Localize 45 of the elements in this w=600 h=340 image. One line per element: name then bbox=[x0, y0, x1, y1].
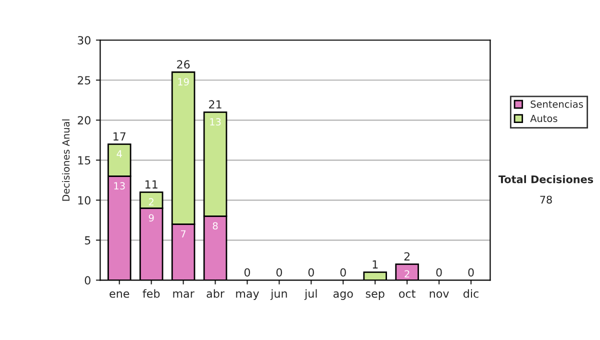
data-label: 8 bbox=[212, 222, 218, 230]
x-tick-label: dic bbox=[464, 289, 478, 298]
total-label: 0 bbox=[244, 268, 250, 277]
y-axis-title: Decisiones Anual bbox=[62, 119, 70, 201]
x-tick-label: may bbox=[236, 291, 260, 300]
total-label: 0 bbox=[308, 268, 314, 277]
y-tick-label: 15 bbox=[78, 156, 90, 165]
total-label: 0 bbox=[436, 268, 442, 277]
total-label: 17 bbox=[114, 132, 126, 140]
x-tick-label: jun bbox=[270, 289, 287, 300]
x-tick-label: feb bbox=[142, 289, 160, 298]
data-label: 2 bbox=[404, 270, 410, 278]
data-label: 7 bbox=[181, 230, 186, 238]
legend-label: Sentencias bbox=[530, 100, 583, 108]
x-tick-label: ago bbox=[333, 291, 353, 300]
total-label: 26 bbox=[177, 60, 190, 69]
y-tick-label: 20 bbox=[78, 116, 90, 125]
y-tick-label: 25 bbox=[78, 76, 90, 85]
y-tick-label: 30 bbox=[78, 36, 90, 44]
total-label: 1 bbox=[372, 260, 378, 268]
x-tick-label: abr bbox=[206, 289, 224, 298]
x-tick-label: oct bbox=[399, 290, 416, 298]
legend-label: Autos bbox=[530, 114, 558, 122]
data-label: 13 bbox=[114, 182, 125, 190]
total-label: 0 bbox=[468, 268, 474, 277]
x-tick-label: jul bbox=[304, 289, 317, 300]
total-label: 2 bbox=[404, 252, 410, 260]
text: Total Decisiones bbox=[498, 175, 594, 184]
total-label: 0 bbox=[276, 268, 282, 277]
data-label: 13 bbox=[210, 118, 221, 126]
x-tick-label: nov bbox=[430, 291, 449, 298]
data-label: 2 bbox=[148, 198, 154, 206]
total-label: 0 bbox=[340, 268, 346, 277]
text: 78 bbox=[540, 196, 552, 204]
y-tick-label: 5 bbox=[84, 236, 90, 245]
data-label: 9 bbox=[148, 214, 154, 222]
x-tick-label: sep bbox=[366, 291, 384, 300]
total-label: 21 bbox=[209, 100, 222, 108]
total-label: 11 bbox=[146, 180, 158, 188]
x-tick-label: ene bbox=[110, 291, 130, 298]
y-tick-label: 10 bbox=[78, 196, 90, 205]
data-label: 19 bbox=[178, 78, 189, 86]
y-tick-label: 0 bbox=[84, 276, 90, 285]
data-label: 4 bbox=[116, 150, 122, 158]
x-tick-label: mar bbox=[173, 291, 194, 298]
